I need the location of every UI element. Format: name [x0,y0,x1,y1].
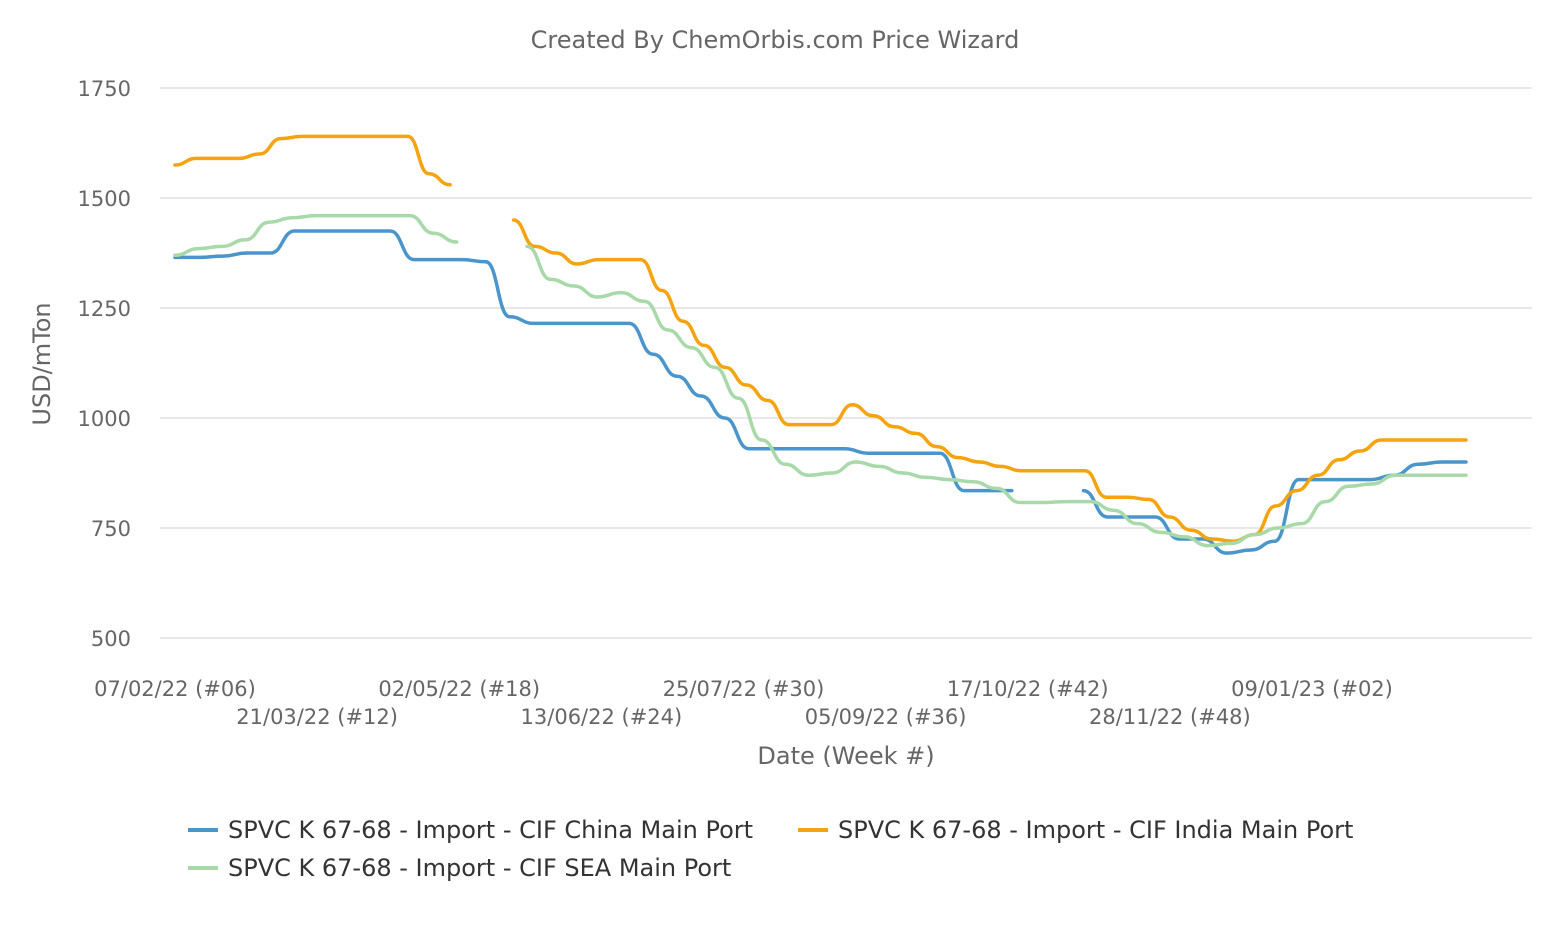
y-tick-label: 1750 [78,77,131,101]
x-tick-label: 09/01/23 (#02) [1231,677,1393,701]
x-tick-label: 07/02/22 (#06) [94,677,256,701]
y-tick-label: 1000 [78,407,131,431]
legend-item[interactable]: SPVC K 67-68 - Import - CIF India Main P… [798,816,1353,844]
legend-label: SPVC K 67-68 - Import - CIF India Main P… [838,816,1353,844]
legend-item[interactable]: SPVC K 67-68 - Import - CIF SEA Main Por… [188,854,731,882]
series-line-2 [511,218,1468,543]
legend-label: SPVC K 67-68 - Import - CIF China Main P… [228,816,753,844]
x-tick-label: 28/11/22 (#48) [1089,705,1251,729]
legend-label: SPVC K 67-68 - Import - CIF SEA Main Por… [228,854,731,882]
y-axis-label: USD/mTon [28,302,56,425]
chart-title: Created By ChemOrbis.com Price Wizard [531,26,1020,54]
x-tick-label: 21/03/22 (#12) [236,705,398,729]
series-line-3 [525,244,1468,548]
series-line-3 [173,213,459,257]
series-lines [173,134,1468,555]
x-tick-label: 17/10/22 (#42) [947,677,1109,701]
legend: SPVC K 67-68 - Import - CIF China Main P… [188,816,1353,882]
x-axis-ticks: 07/02/22 (#06) 21/03/22 (#12) 02/05/22 (#1… [94,677,1393,729]
series-line-1 [173,229,1014,493]
y-tick-label: 750 [91,517,131,541]
x-axis-label: Date (Week #) [757,742,934,770]
x-tick-label: 13/06/22 (#24) [521,705,683,729]
y-tick-label: 500 [91,627,131,651]
x-tick-label: 02/05/22 (#18) [378,677,540,701]
x-tick-label: 05/09/22 (#36) [805,705,967,729]
y-tick-label: 1250 [78,297,131,321]
y-tick-label: 1500 [78,187,131,211]
legend-item[interactable]: SPVC K 67-68 - Import - CIF China Main P… [188,816,753,844]
grid [160,87,1532,639]
y-axis-ticks: 500 750 1000 1250 1500 1750 [78,77,131,651]
x-tick-label: 25/07/22 (#30) [663,677,825,701]
series-line-2 [173,134,452,187]
